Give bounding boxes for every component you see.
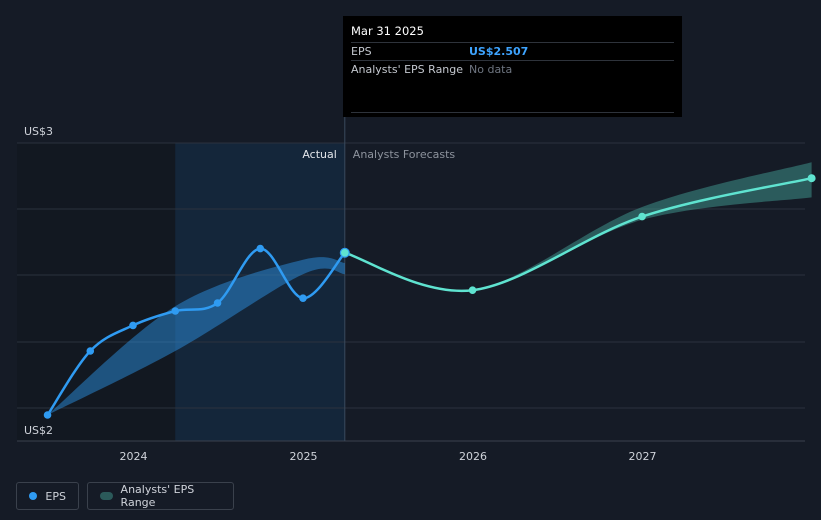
tooltip-range-label: Analysts' EPS Range: [351, 63, 464, 76]
eps-point-0-1: [86, 347, 95, 355]
forecast-section-label: Analysts Forecasts: [353, 148, 456, 161]
eps-point-0-5: [256, 244, 265, 253]
tooltip-range-value: No data: [469, 63, 513, 76]
tooltip-eps-value: US$2.507: [469, 45, 529, 58]
legend-eps-label: EPS: [45, 489, 66, 503]
data-tooltip: Mar 31 2025 EPS US$2.507 Analysts' EPS R…: [343, 16, 682, 117]
tooltip-date: Mar 31 2025: [351, 24, 424, 38]
gridlines: [17, 16, 805, 442]
x-tick-2024: 2024: [119, 450, 147, 463]
eps-legend-swatch-icon: [29, 492, 38, 500]
tooltip-eps-row: EPS US$2.507: [351, 42, 674, 60]
series-line-1: [344, 176, 812, 293]
analyst-range-band-actual: [47, 257, 345, 415]
forecast-end-point: [807, 174, 816, 183]
x-tick-2026: 2026: [459, 450, 487, 463]
tooltip-divider: [351, 112, 674, 113]
eps-point-1-0: [341, 248, 349, 257]
tooltip-range-row: Analysts' EPS Range No data: [351, 60, 674, 78]
chart-background: [17, 143, 345, 441]
legend-range-label: Analysts' EPS Range: [120, 483, 195, 509]
legend-item-analyst-range[interactable]: Analysts' EPS Range: [87, 482, 234, 510]
past-region-shade: [17, 143, 176, 441]
eps-point-0-6: [299, 294, 307, 303]
eps-point-0-4: [213, 299, 222, 307]
x-tick-2025: 2025: [289, 450, 317, 463]
eps-points: [43, 174, 816, 419]
y-axis-min-label: US$2: [24, 424, 53, 437]
eps-point-0-2: [129, 321, 137, 330]
legend-item-eps[interactable]: EPS: [16, 482, 79, 510]
eps-point-1-2: [638, 212, 646, 221]
eps-point-0-3: [171, 307, 180, 315]
y-axis-max-label: US$3: [24, 125, 53, 138]
range-legend-swatch-icon: [100, 492, 113, 500]
eps-point-1-1: [468, 286, 477, 295]
eps-point-0-0: [43, 411, 52, 419]
x-tick-2027: 2027: [629, 450, 657, 463]
tooltip-eps-label: EPS: [351, 45, 372, 58]
axis-labels: US$3 US$2 2024 2025 2026 2027 Actual Analysts F…: [24, 125, 657, 463]
analyst-range-band-forecast: [344, 162, 812, 292]
actual-section-label: Actual: [302, 148, 336, 161]
analyst-range-bands: [47, 162, 812, 415]
